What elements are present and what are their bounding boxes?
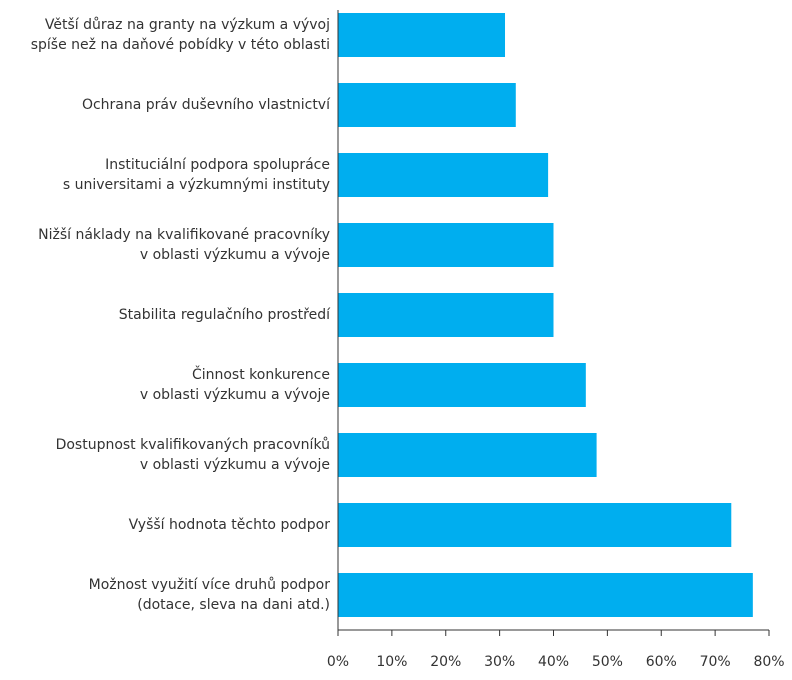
category-label: Možnost využití více druhů podpor [89, 577, 331, 593]
x-tick-label: 0% [327, 654, 349, 670]
x-tick-label: 10% [376, 654, 407, 670]
category-label: spíše než na daňové pobídky v této oblas… [31, 37, 330, 53]
category-label: Instituciální podpora spolupráce [105, 157, 330, 173]
bar [338, 223, 554, 267]
category-label: (dotace, sleva na dani atd.) [137, 597, 330, 613]
category-label: Větší důraz na granty na výzkum a vývoj [45, 17, 330, 33]
category-label: Vyšší hodnota těchto podpor [129, 517, 331, 533]
category-label: Stabilita regulačního prostředí [119, 307, 331, 323]
bar [338, 293, 554, 337]
x-tick-label: 50% [592, 654, 623, 670]
bar [338, 573, 753, 617]
x-tick-label: 30% [484, 654, 515, 670]
x-tick-label: 60% [646, 654, 677, 670]
category-label: v oblasti výzkumu a vývoje [140, 387, 330, 403]
category-label: Nižší náklady na kvalifikované pracovník… [38, 227, 330, 243]
bar [338, 153, 549, 197]
x-tick-label: 20% [430, 654, 461, 670]
category-label: v oblasti výzkumu a vývoje [140, 247, 330, 263]
x-tick-label: 80% [753, 654, 784, 670]
category-label: v oblasti výzkumu a vývoje [140, 457, 330, 473]
x-tick-label: 70% [700, 654, 731, 670]
category-label: Ochrana práv duševního vlastnictví [82, 97, 331, 113]
bar [338, 363, 586, 407]
category-label: s universitami a výzkumnými instituty [63, 177, 330, 193]
bar [338, 433, 597, 477]
category-label: Dostupnost kvalifikovaných pracovníků [56, 437, 330, 453]
x-tick-label: 40% [538, 654, 569, 670]
bar [338, 13, 506, 57]
bar [338, 83, 516, 127]
category-label: Činnost konkurence [192, 365, 330, 383]
bar [338, 503, 732, 547]
